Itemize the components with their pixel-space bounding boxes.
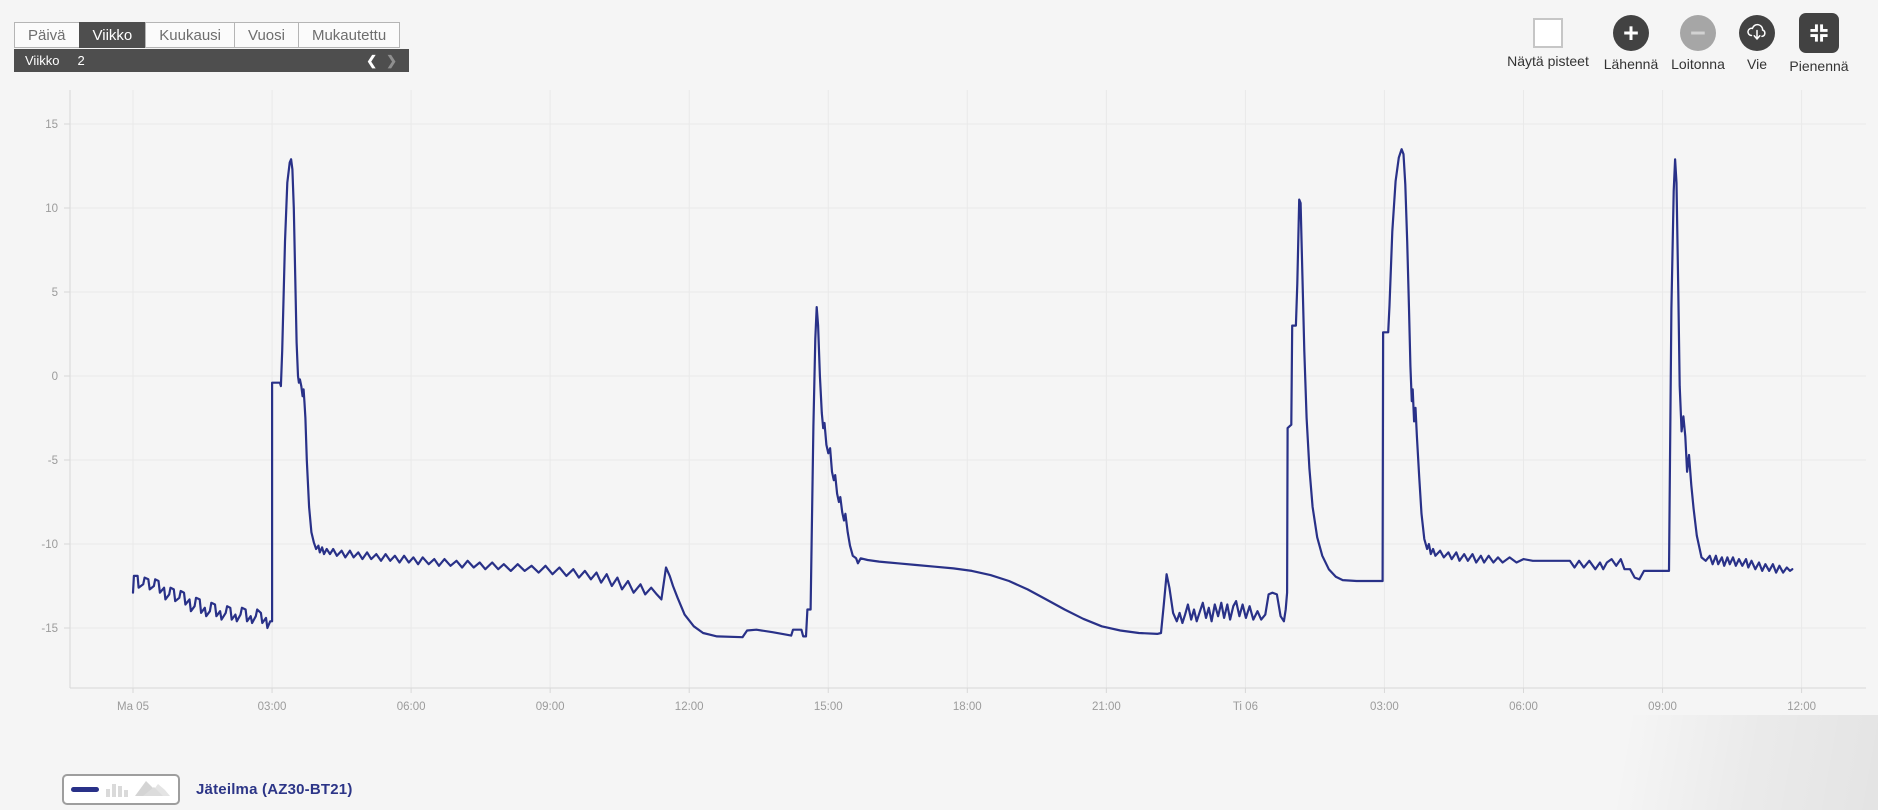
period-tabs: Päivä Viikko Kuukausi Vuosi Mukautettu: [14, 22, 401, 48]
export-label: Vie: [1747, 56, 1767, 72]
svg-text:Ma 05: Ma 05: [117, 701, 149, 713]
svg-text:09:00: 09:00: [536, 701, 565, 713]
svg-text:06:00: 06:00: [397, 701, 426, 713]
week-navigation-bar: Viikko 2 ❮ ❯: [14, 49, 409, 72]
line-type-icon[interactable]: [71, 787, 99, 792]
svg-text:03:00: 03:00: [258, 701, 287, 713]
svg-text:06:00: 06:00: [1509, 701, 1538, 713]
zoom-in-button[interactable]: +: [1613, 15, 1649, 51]
zoom-out-button[interactable]: −: [1680, 15, 1716, 51]
svg-text:0: 0: [52, 371, 58, 383]
previous-week-arrow-icon[interactable]: ❮: [366, 53, 378, 68]
svg-text:15: 15: [45, 119, 58, 131]
show-points-checkbox[interactable]: [1533, 18, 1563, 48]
tab-paiva[interactable]: Päivä: [14, 22, 80, 48]
svg-text:-15: -15: [41, 623, 58, 635]
week-label: Viikko: [25, 53, 60, 68]
series-name: Jäteilma (AZ30-BT21): [196, 781, 353, 798]
export-control: Vie: [1736, 15, 1778, 72]
svg-text:15:00: 15:00: [814, 701, 843, 713]
tab-vuosi[interactable]: Vuosi: [234, 22, 299, 48]
svg-text:12:00: 12:00: [1787, 701, 1816, 713]
minus-icon: −: [1690, 18, 1706, 48]
zoom-out-label: Loitonna: [1671, 56, 1725, 72]
svg-text:-10: -10: [41, 539, 58, 551]
export-button[interactable]: [1739, 15, 1775, 51]
trend-chart-canvas[interactable]: 15 10 5 0 -5 -10 -15 Ma 05 03:00 06:00 09:00 12:00 1…: [0, 80, 1878, 730]
svg-text:21:00: 21:00: [1092, 701, 1121, 713]
tab-viikko[interactable]: Viikko: [78, 22, 147, 48]
collapse-arrows-icon: [1807, 21, 1831, 45]
next-week-arrow-icon[interactable]: ❯: [386, 53, 397, 68]
show-points-control: Näytä pisteet: [1498, 18, 1598, 69]
svg-text:18:00: 18:00: [953, 701, 982, 713]
bar-type-icon[interactable]: [106, 783, 128, 797]
week-number: 2: [77, 53, 85, 68]
minimize-button[interactable]: [1799, 13, 1839, 53]
svg-text:10: 10: [45, 203, 58, 215]
area-type-icon[interactable]: [135, 779, 171, 801]
legend: Jäteilma (AZ30-BT21): [62, 774, 353, 805]
svg-text:-5: -5: [48, 455, 58, 467]
minimize-label: Pienennä: [1789, 58, 1849, 74]
minimize-control: Pienennä: [1786, 13, 1852, 74]
svg-text:Ti 06: Ti 06: [1233, 701, 1258, 713]
cloud-download-icon: [1745, 21, 1769, 45]
svg-text:03:00: 03:00: [1370, 701, 1399, 713]
zoom-in-control: + Lähennä: [1600, 15, 1662, 72]
show-points-label: Näytä pisteet: [1507, 53, 1589, 69]
svg-text:5: 5: [52, 287, 58, 299]
tab-kuukausi[interactable]: Kuukausi: [145, 22, 235, 48]
tab-mukautettu[interactable]: Mukautettu: [297, 22, 401, 48]
svg-text:12:00: 12:00: [675, 701, 704, 713]
chart-type-selector[interactable]: [62, 774, 180, 805]
plus-icon: +: [1623, 18, 1639, 48]
svg-text:09:00: 09:00: [1648, 701, 1677, 713]
zoom-out-control: − Loitonna: [1666, 15, 1730, 72]
zoom-in-label: Lähennä: [1603, 56, 1659, 72]
